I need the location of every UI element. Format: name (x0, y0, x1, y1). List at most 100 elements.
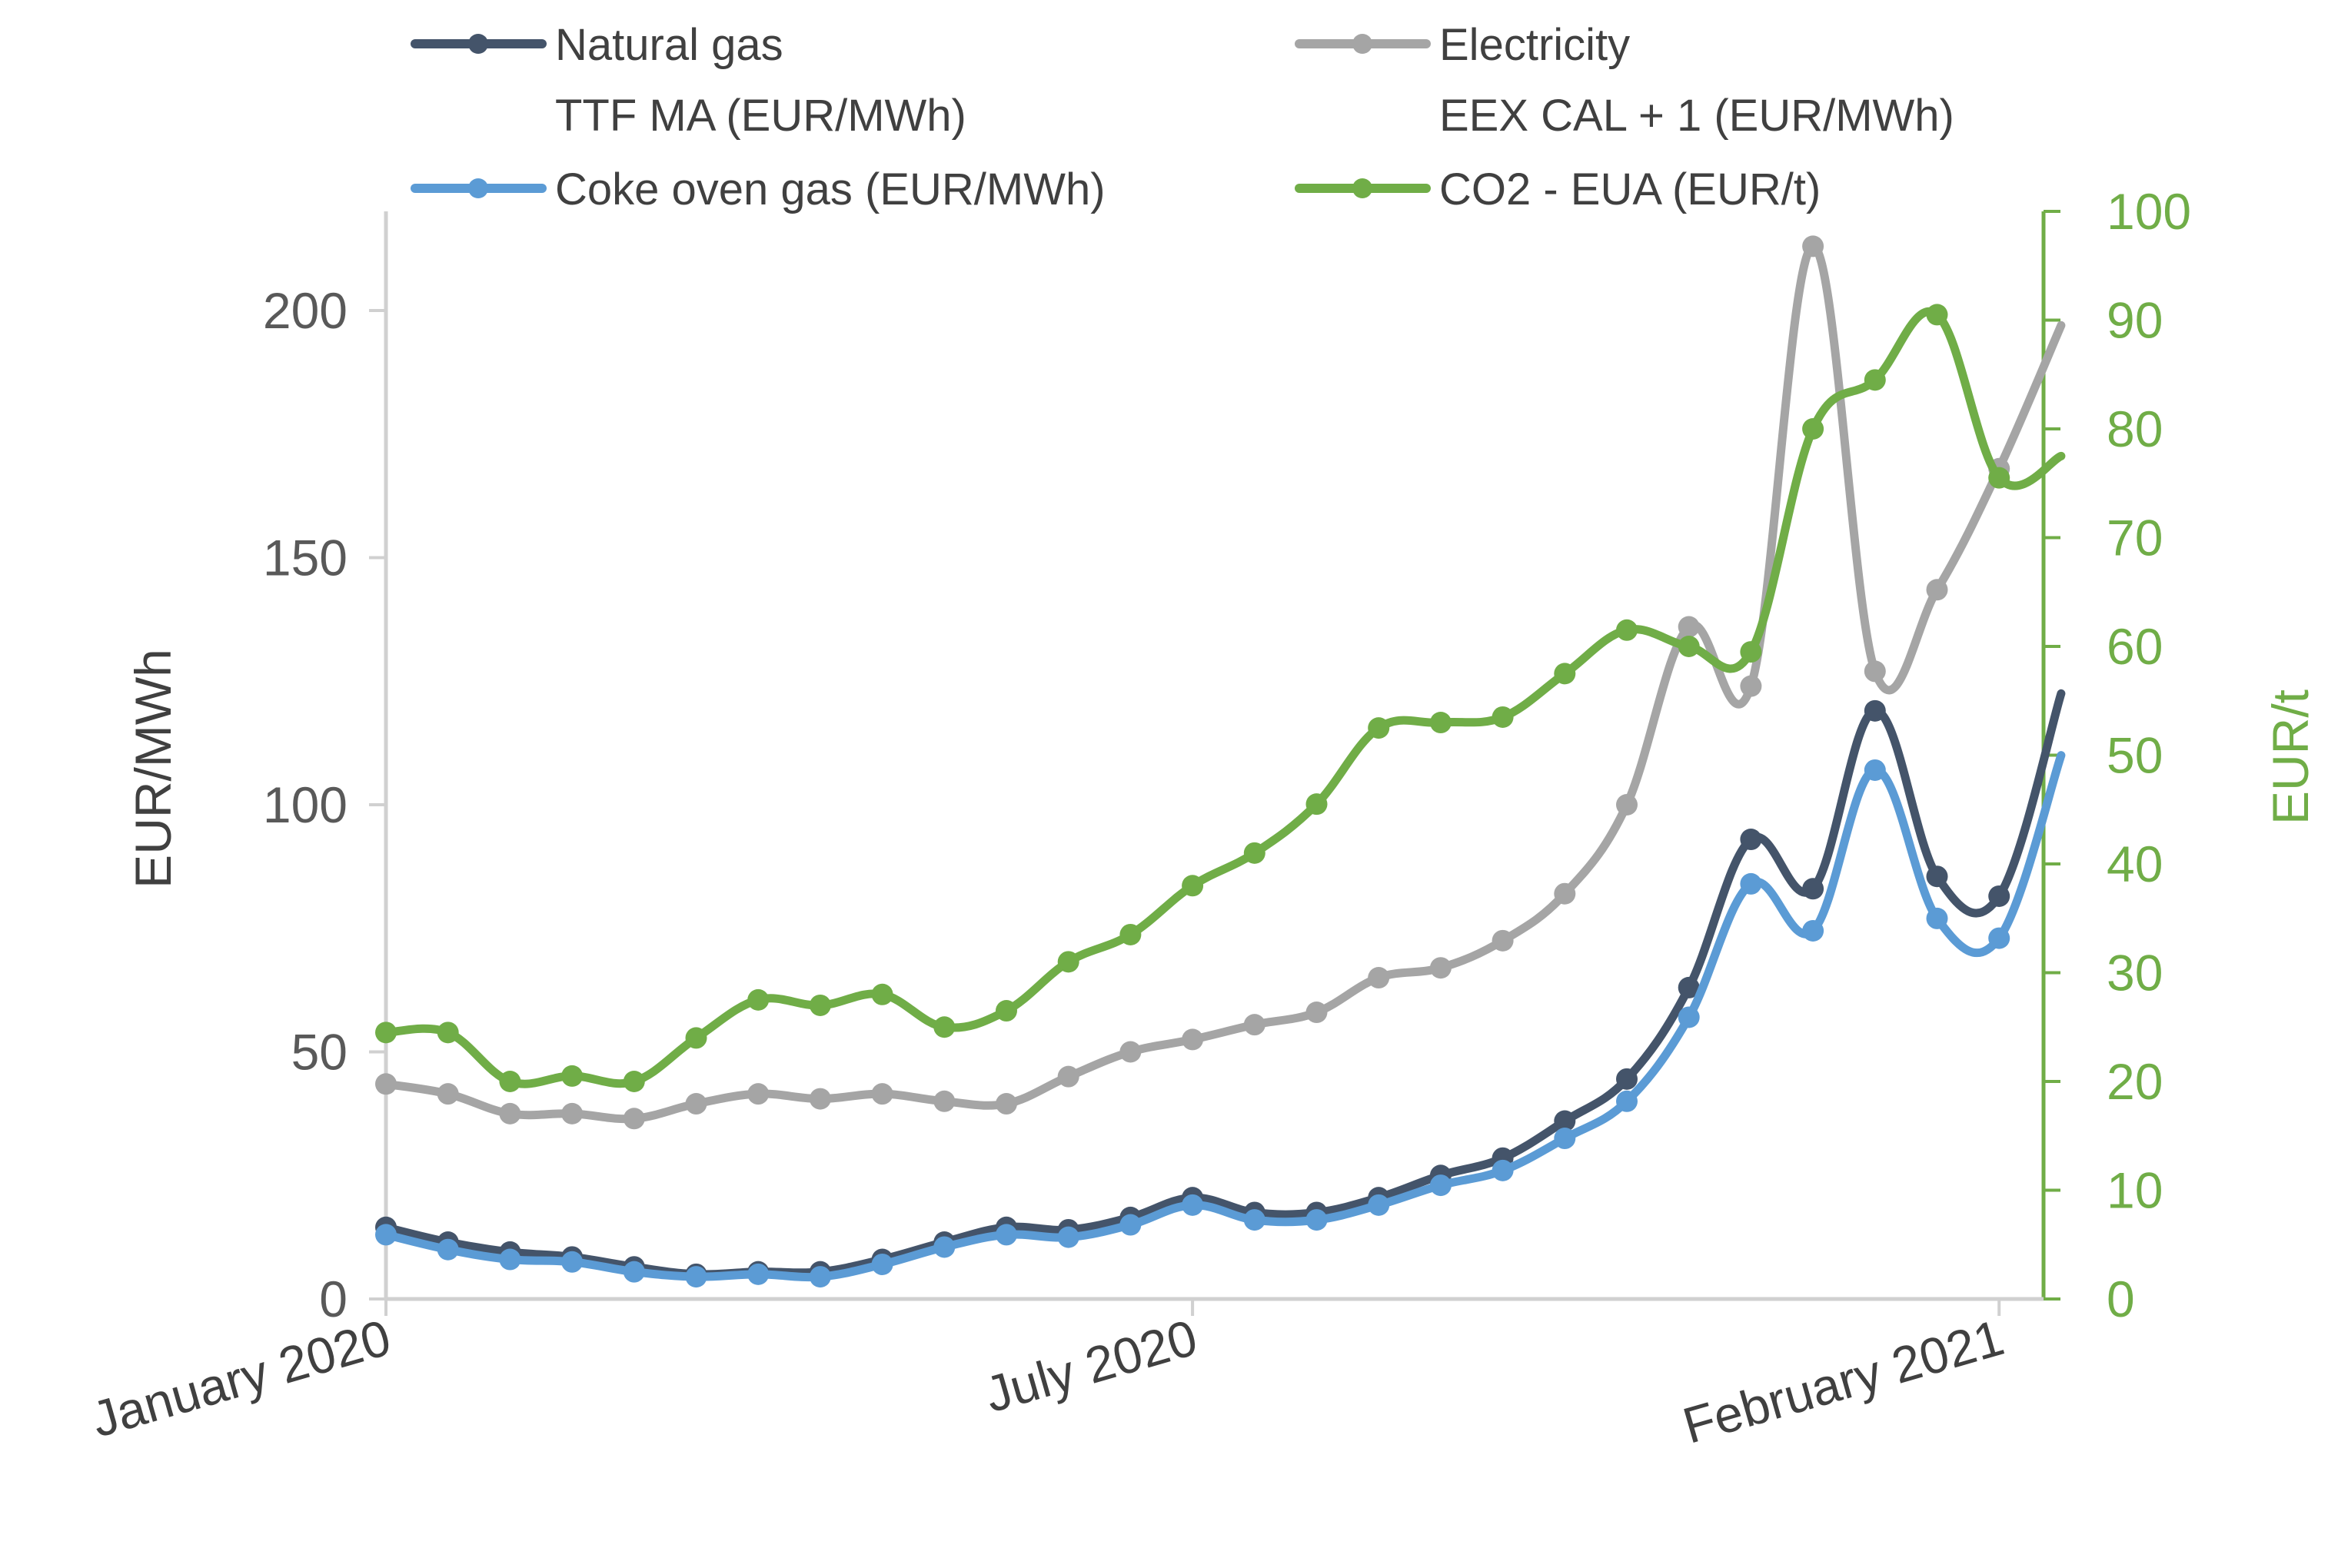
legend-sublabel-electricity: EEX CAL + 1 (EUR/MWh) (1439, 91, 1954, 141)
data-point (1678, 1006, 1700, 1028)
data-point (1429, 957, 1452, 979)
legend-label-electricity: Electricity (1439, 20, 1630, 70)
legend-item-coke-oven-gas: Coke oven gas (EUR/MWh) (411, 164, 1106, 214)
data-point (623, 1261, 645, 1283)
data-point (1243, 842, 1265, 864)
y-axis-right-ticks: 0 10 20 30 40 50 60 70 80 90 100 (2044, 183, 2191, 1327)
y-right-tick-label: 60 (2107, 618, 2163, 675)
data-point (747, 1263, 770, 1285)
data-point (996, 1000, 1017, 1022)
data-point (499, 1071, 521, 1092)
data-point (996, 1224, 1017, 1246)
data-point (933, 1016, 956, 1038)
x-tick-label: January 2020 (85, 1308, 397, 1447)
data-point (375, 1022, 397, 1044)
x-tick-label: July 2020 (979, 1308, 1203, 1423)
data-point (1926, 907, 1948, 929)
data-point (1616, 1068, 1638, 1090)
data-point (437, 1238, 459, 1261)
data-point (1119, 1041, 1142, 1063)
legend-sublabel-natural-gas: TTF MA (EUR/MWh) (555, 91, 966, 141)
data-point (1864, 699, 1886, 722)
y-left-tick-label: 50 (291, 1024, 348, 1081)
data-point (809, 994, 831, 1016)
data-point (1182, 1194, 1204, 1216)
data-point (1554, 882, 1576, 905)
series-3 (375, 304, 2066, 1092)
legend-label-coke-oven-gas: Coke oven gas (EUR/MWh) (555, 164, 1106, 214)
data-point (1678, 616, 1700, 638)
data-point (1182, 1028, 1204, 1051)
y-right-tick-label: 70 (2107, 510, 2163, 566)
data-point (561, 1102, 584, 1125)
data-point (996, 1093, 1017, 1115)
x-tick-label: February 2021 (1677, 1308, 2010, 1453)
data-point (437, 1022, 459, 1044)
series-2 (375, 751, 2066, 1288)
data-point (1182, 875, 1204, 897)
data-point (871, 1253, 893, 1275)
data-point (809, 1088, 831, 1110)
data-point (1802, 418, 1824, 440)
data-point (1926, 865, 1948, 888)
data-point (1305, 1209, 1328, 1231)
data-point (561, 1065, 584, 1087)
y-left-tick-label: 200 (263, 282, 348, 339)
series-line (381, 689, 2066, 1279)
data-point (561, 1251, 584, 1273)
y-left-tick-label: 0 (319, 1271, 348, 1327)
data-point (623, 1071, 645, 1092)
y-right-tick-label: 0 (2107, 1271, 2135, 1327)
data-point (1740, 641, 1762, 663)
y-left-tick-label: 100 (263, 776, 348, 833)
y-axis-right-title: EUR/t (2262, 689, 2319, 825)
data-point (375, 1224, 397, 1246)
y-axis-left-title: EUR/MWh (125, 649, 181, 889)
data-point (809, 1266, 831, 1288)
data-point (1305, 793, 1328, 816)
data-point (1492, 1159, 1514, 1181)
y-right-tick-label: 20 (2107, 1053, 2163, 1110)
series-line (381, 241, 2066, 1124)
data-point (1864, 759, 1886, 781)
data-point (499, 1102, 521, 1125)
data-point (1678, 636, 1700, 657)
y-right-tick-label: 90 (2107, 292, 2163, 349)
data-point (1740, 675, 1762, 697)
data-point (1988, 467, 2010, 489)
data-point (1119, 923, 1142, 945)
data-point (1616, 619, 1638, 641)
data-point (933, 1090, 956, 1112)
y-left-tick-label: 150 (263, 530, 348, 586)
data-point (1554, 663, 1576, 685)
data-point (747, 1083, 770, 1105)
data-point (1429, 712, 1452, 734)
y-right-tick-label: 30 (2107, 945, 2163, 1002)
data-point (1988, 927, 2010, 949)
data-point (685, 1027, 707, 1049)
series-line (381, 751, 2066, 1282)
legend-label-co2: CO2 - EUA (EUR/t) (1439, 164, 1821, 214)
data-point (1119, 1214, 1142, 1236)
y-axis-left-ticks: 0 50 100 150 200 (263, 282, 386, 1327)
data-point (933, 1236, 956, 1258)
data-point (623, 1108, 645, 1130)
data-point (871, 1083, 893, 1105)
series-1 (375, 689, 2066, 1285)
data-point (1678, 976, 1700, 998)
data-point (499, 1248, 521, 1271)
data-point (1554, 1128, 1576, 1150)
series-layer (375, 235, 2066, 1288)
data-point (1864, 369, 1886, 391)
legend: Natural gas TTF MA (EUR/MWh) Electricity… (411, 20, 1954, 214)
y-right-tick-label: 100 (2107, 183, 2191, 240)
data-point (1368, 717, 1390, 739)
data-point (685, 1266, 707, 1288)
data-point (1926, 304, 1948, 326)
data-point (1926, 579, 1948, 601)
y-right-tick-label: 10 (2107, 1162, 2163, 1219)
y-right-tick-label: 40 (2107, 835, 2163, 892)
data-point (1616, 794, 1638, 816)
